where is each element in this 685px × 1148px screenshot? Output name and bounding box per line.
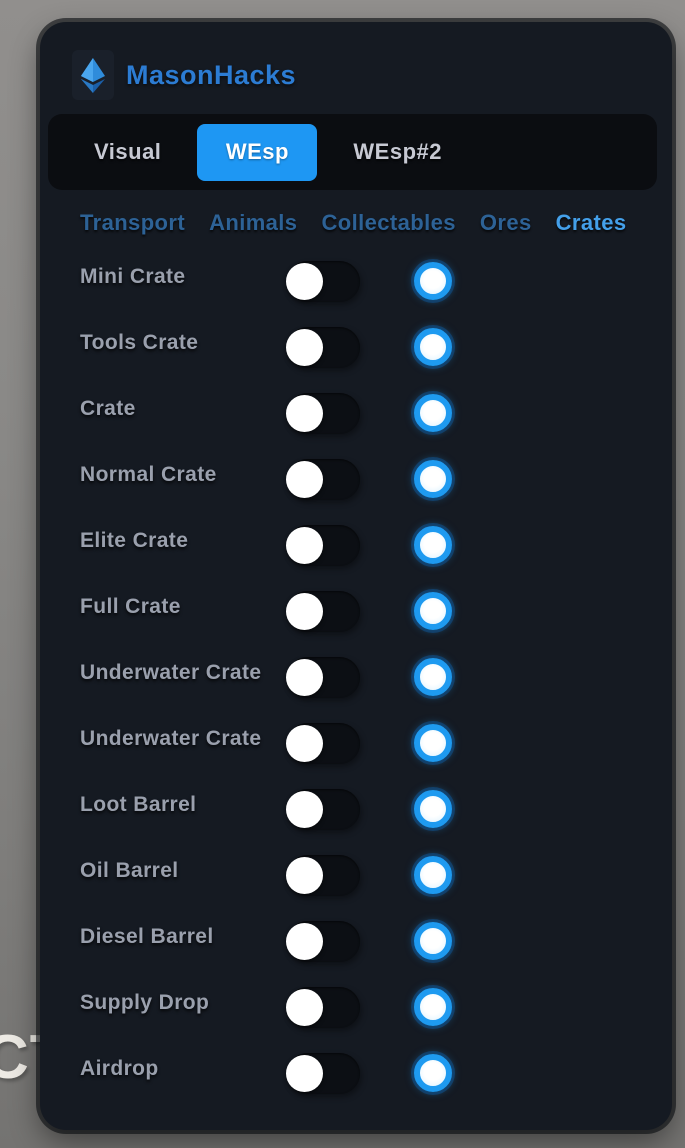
esp-row-tools-crate: Tools Crate [40, 314, 672, 380]
esp-item-label: Elite Crate [80, 529, 189, 552]
esp-toggle[interactable] [286, 327, 360, 368]
subtab-crates[interactable]: Crates [555, 210, 627, 235]
color-picker[interactable] [414, 790, 452, 828]
toggle-knob [286, 659, 323, 696]
color-picker[interactable] [414, 526, 452, 564]
esp-toggle[interactable] [286, 393, 360, 434]
esp-item-label: Crate [80, 397, 136, 420]
esp-toggle[interactable] [286, 459, 360, 500]
toggle-knob [286, 527, 323, 564]
app-title: MasonHacks [126, 59, 297, 90]
toggle-knob [286, 857, 323, 894]
toggle-knob [286, 791, 323, 828]
toggle-knob [286, 461, 323, 498]
toggle-knob [286, 329, 323, 366]
subtab-ores[interactable]: Ores [479, 210, 532, 235]
esp-toggle[interactable] [286, 261, 360, 302]
esp-row-airdrop: Airdrop [40, 1040, 672, 1106]
esp-item-label: Airdrop [80, 1057, 159, 1080]
esp-item-list: Mini Crate Tools Crate Crate Normal Crate El… [40, 248, 672, 1106]
toggle-knob [286, 263, 323, 300]
tab-wesp-2[interactable]: WEsp#2 [353, 139, 443, 164]
color-picker[interactable] [414, 988, 452, 1026]
color-picker[interactable] [414, 460, 452, 498]
esp-toggle[interactable] [286, 921, 360, 962]
esp-row-crate: Crate [40, 380, 672, 446]
masonhacks-window: MasonHacks Visual WEsp WEsp#2 Transport Ani… [40, 22, 672, 1130]
color-picker[interactable] [414, 1054, 452, 1092]
esp-row-oil-barrel: Oil Barrel [40, 842, 672, 908]
esp-item-label: Diesel Barrel [80, 925, 214, 948]
toggle-knob [286, 395, 323, 432]
color-picker[interactable] [414, 328, 452, 366]
esp-toggle[interactable] [286, 1053, 360, 1094]
logo [72, 50, 114, 100]
esp-row-underwater-crate: Underwater Crate [40, 710, 672, 776]
esp-item-label: Mini Crate [80, 265, 186, 288]
esp-item-label: Normal Crate [80, 463, 217, 486]
esp-item-label: Underwater Crate [80, 727, 262, 750]
esp-toggle[interactable] [286, 657, 360, 698]
esp-toggle[interactable] [286, 723, 360, 764]
tab-wesp[interactable]: WEsp [197, 123, 318, 181]
gem-icon [81, 58, 105, 93]
esp-item-label: Tools Crate [80, 331, 199, 354]
esp-toggle[interactable] [286, 987, 360, 1028]
esp-toggle[interactable] [286, 525, 360, 566]
esp-row-normal-crate: Normal Crate [40, 446, 672, 512]
toggle-knob [286, 593, 323, 630]
toggle-knob [286, 725, 323, 762]
subtab-collectables[interactable]: Collectables [321, 210, 456, 235]
esp-item-label: Supply Drop [80, 991, 210, 1014]
color-picker[interactable] [414, 592, 452, 630]
tab-visual[interactable]: Visual [94, 139, 162, 164]
color-picker[interactable] [414, 922, 452, 960]
esp-item-label: Underwater Crate [80, 661, 262, 684]
esp-row-full-crate: Full Crate [40, 578, 672, 644]
subtab-animals[interactable]: Animals [209, 210, 298, 235]
subtab-bar: Transport Animals Collectables Ores Crates [80, 210, 652, 236]
color-picker[interactable] [414, 394, 452, 432]
esp-row-mini-crate: Mini Crate [40, 248, 672, 314]
esp-item-label: Full Crate [80, 595, 181, 618]
esp-item-label: Oil Barrel [80, 859, 179, 882]
window-header: MasonHacks [40, 22, 672, 102]
color-picker[interactable] [414, 658, 452, 696]
esp-row-supply-drop: Supply Drop [40, 974, 672, 1040]
esp-toggle[interactable] [286, 855, 360, 896]
esp-row-elite-crate: Elite Crate [40, 512, 672, 578]
toggle-knob [286, 1055, 323, 1092]
color-picker[interactable] [414, 724, 452, 762]
color-picker[interactable] [414, 262, 452, 300]
esp-row-underwater-crate: Underwater Crate [40, 644, 672, 710]
esp-toggle[interactable] [286, 591, 360, 632]
color-picker[interactable] [414, 856, 452, 894]
tab-bar: Visual WEsp WEsp#2 [48, 114, 657, 190]
esp-row-loot-barrel: Loot Barrel [40, 776, 672, 842]
toggle-knob [286, 989, 323, 1026]
subtab-transport[interactable]: Transport [80, 210, 186, 235]
esp-item-label: Loot Barrel [80, 793, 197, 816]
esp-row-diesel-barrel: Diesel Barrel [40, 908, 672, 974]
esp-toggle[interactable] [286, 789, 360, 830]
toggle-knob [286, 923, 323, 960]
